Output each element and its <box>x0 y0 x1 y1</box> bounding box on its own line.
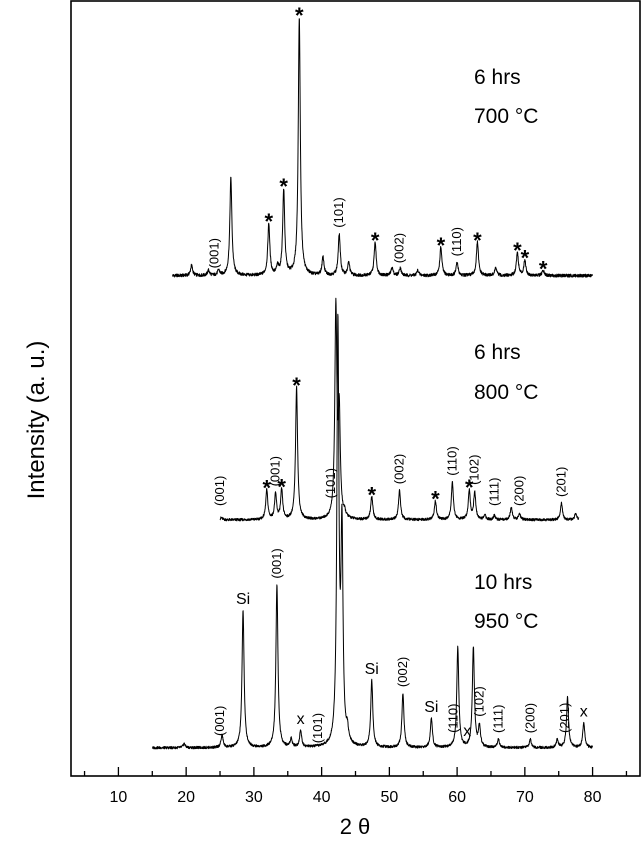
peak-star-marker: * <box>265 209 274 234</box>
x-tick-label: 20 <box>177 789 195 806</box>
peak-miller-index: (201) <box>557 703 572 733</box>
peak-miller-index: (002) <box>395 657 410 687</box>
trace-series-2 <box>219 297 580 522</box>
x-tick-label: 70 <box>516 789 534 806</box>
peak-miller-index: (110) <box>446 704 461 733</box>
peak-phase-label: x <box>580 703 588 720</box>
peak-miller-index: (111) <box>490 705 505 733</box>
peak-phase-label: Si <box>236 591 250 608</box>
peak-star-marker: * <box>295 3 304 28</box>
peak-phase-label: x <box>463 723 471 740</box>
peak-miller-index: (110) <box>449 227 464 256</box>
condition-label: 700 °C <box>474 105 538 128</box>
peak-annotations: (001)***(101)* (002) * (110) * ** *(001) *(001)… <box>207 3 588 743</box>
condition-label: 950 °C <box>474 610 538 633</box>
peak-phase-label: Si <box>424 699 438 716</box>
peak-star-marker: * <box>371 228 380 253</box>
peak-miller-index: (001) <box>212 706 227 736</box>
peak-miller-index: (110) <box>444 446 459 475</box>
peak-miller-index: (101) <box>310 713 325 743</box>
x-tick-label: 30 <box>245 789 263 806</box>
peak-star-marker: * <box>277 474 286 499</box>
peak-miller-index: (001) <box>207 238 222 268</box>
condition-label: 6 hrs <box>474 341 521 364</box>
sample-conditions: 6 hrs 700 °C 6 hrs 800 °C 10 hrs 950 °C <box>474 66 538 633</box>
trace-series-3 <box>151 313 593 750</box>
x-axis-label: 2 θ <box>340 814 371 839</box>
peak-star-marker: * <box>539 256 548 281</box>
plot-frame <box>70 0 641 777</box>
peak-star-marker: * <box>437 233 446 258</box>
condition-label: 10 hrs <box>474 571 532 594</box>
peak-star-marker: * <box>431 487 440 512</box>
peak-star-marker: * <box>279 174 288 199</box>
x-tick-label: 50 <box>380 789 398 806</box>
peak-star-marker: * <box>292 373 301 398</box>
x-tick-label: 10 <box>110 789 128 806</box>
peak-miller-index: (201) <box>553 467 568 497</box>
peak-miller-index: (002) <box>392 454 407 484</box>
peak-miller-index: (102) <box>467 455 482 485</box>
peak-miller-index: (101) <box>331 197 346 227</box>
peak-miller-index: (001) <box>212 476 227 506</box>
peak-miller-index: (001) <box>269 548 284 578</box>
peak-star-marker: * <box>521 246 530 271</box>
peak-star-marker: * <box>473 228 482 253</box>
peak-miller-index: (001) <box>268 456 283 486</box>
peak-miller-index: (111) <box>486 478 501 506</box>
diffraction-traces <box>151 18 593 750</box>
y-axis-label: Intensity (a. u.) <box>23 341 50 500</box>
condition-label: 800 °C <box>474 381 538 404</box>
peak-miller-index: (200) <box>522 703 537 733</box>
peak-miller-index: (002) <box>392 233 407 263</box>
peak-phase-label: x <box>297 711 305 728</box>
trace-series-1 <box>172 18 593 278</box>
x-axis: 10 20 30 40 50 60 70 80 <box>83 767 628 806</box>
peak-miller-index: (101) <box>323 468 338 498</box>
peak-star-marker: * <box>367 482 376 507</box>
x-tick-label: 60 <box>448 789 466 806</box>
peak-miller-index: (102) <box>472 686 487 716</box>
condition-label: 6 hrs <box>474 66 521 89</box>
peak-star-marker: * <box>513 238 522 263</box>
peak-star-marker: * <box>465 475 474 500</box>
x-tick-label: 40 <box>313 789 331 806</box>
peak-miller-index: (200) <box>511 476 526 506</box>
peak-phase-label: Si <box>365 661 379 678</box>
peak-star-marker: * <box>262 476 271 501</box>
x-tick-label: 80 <box>584 789 602 806</box>
